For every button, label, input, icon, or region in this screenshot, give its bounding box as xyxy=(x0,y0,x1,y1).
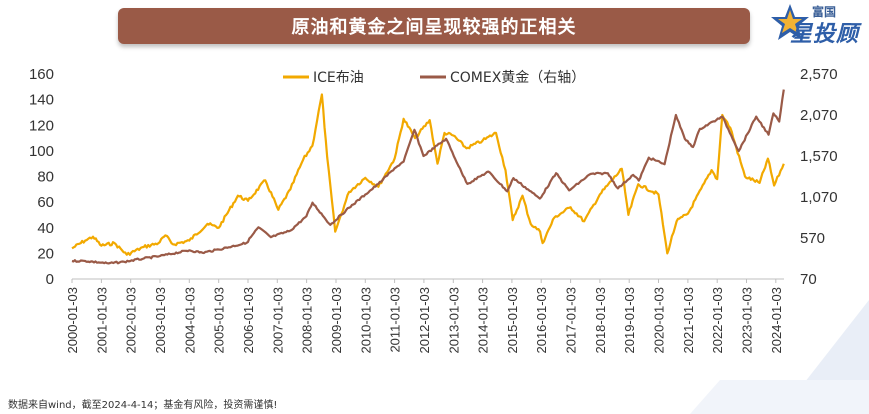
x-tick-label: 2013-01-03 xyxy=(446,287,461,354)
star-icon xyxy=(771,4,809,40)
legend-oil-label: ICE布油 xyxy=(313,70,364,86)
x-tick-label: 2005-01-03 xyxy=(212,287,227,354)
legend: ICE布油 COMEX黄金（右轴） xyxy=(283,69,585,86)
x-tick-label: 2006-01-03 xyxy=(241,287,256,354)
right-tick-label: 2,570 xyxy=(800,66,838,83)
x-tick-label: 2003-01-03 xyxy=(153,287,168,354)
x-tick-label: 2010-01-03 xyxy=(358,287,373,354)
chart-title: 原油和黄金之间呈现较强的正相关 xyxy=(291,17,577,38)
legend-gold-label: COMEX黄金（右轴） xyxy=(450,69,585,86)
right-tick-label: 1,070 xyxy=(800,189,838,206)
right-axis: 70 570 1,070 1,570 2,070 2,570 xyxy=(800,66,838,288)
x-tick-label: 2008-01-03 xyxy=(300,287,315,354)
x-axis: 2000-01-03 2001-01-03 2002-01-03 2003-01-03… xyxy=(65,279,784,354)
x-tick-label: 2001-01-03 xyxy=(94,287,109,354)
x-tick-label: 2023-01-03 xyxy=(740,287,755,354)
x-tick-label: 2014-01-03 xyxy=(476,287,491,354)
oil-series-line xyxy=(71,93,785,256)
x-tick-label: 2000-01-03 xyxy=(65,287,80,354)
x-tick-label: 2011-01-03 xyxy=(388,287,403,353)
x-tick-label: 2015-01-03 xyxy=(505,287,520,354)
x-tick-label: 2007-01-03 xyxy=(270,287,285,354)
right-tick-label: 2,070 xyxy=(800,107,838,124)
x-tick-label: 2019-01-03 xyxy=(622,287,637,354)
left-tick-label: 100 xyxy=(29,143,54,160)
x-tick-label: 2021-01-03 xyxy=(681,287,696,354)
x-tick-label: 2018-01-03 xyxy=(593,287,608,354)
x-tick-label: 2009-01-03 xyxy=(329,287,344,354)
left-axis: 0 20 40 60 80 100 120 140 160 xyxy=(29,66,54,288)
gold-series-line xyxy=(71,89,785,265)
x-tick-label: 2024-01-03 xyxy=(769,287,784,354)
left-tick-label: 120 xyxy=(29,117,54,134)
right-tick-label: 70 xyxy=(800,271,817,288)
x-tick-label: 2002-01-03 xyxy=(124,287,139,354)
right-tick-label: 1,570 xyxy=(800,148,838,165)
left-tick-label: 140 xyxy=(29,92,54,109)
right-tick-label: 570 xyxy=(800,230,825,247)
x-tick-label: 2004-01-03 xyxy=(182,287,197,354)
logo-top-text: 富国 xyxy=(812,5,837,19)
left-tick-label: 160 xyxy=(29,66,54,83)
x-tick-label: 2017-01-03 xyxy=(564,287,579,354)
left-tick-label: 80 xyxy=(37,169,54,186)
x-tick-label: 2012-01-03 xyxy=(417,287,432,354)
left-tick-label: 60 xyxy=(37,194,54,211)
footnote: 数据来自wind，截至2024-4-14；基金有风险，投资需谨慎! xyxy=(8,400,278,411)
x-tick-label: 2020-01-03 xyxy=(652,287,667,354)
left-tick-label: 20 xyxy=(37,245,54,262)
brand-logo: 富国 星投顾 xyxy=(768,0,864,47)
x-tick-label: 2022-01-03 xyxy=(710,287,725,354)
left-tick-label: 0 xyxy=(46,271,54,288)
left-tick-label: 40 xyxy=(37,220,54,237)
x-tick-label: 2016-01-03 xyxy=(534,287,549,354)
chart-title-banner: 原油和黄金之间呈现较强的正相关 xyxy=(118,8,750,44)
logo-main-text: 星投顾 xyxy=(790,22,860,47)
series-lines xyxy=(71,89,785,265)
